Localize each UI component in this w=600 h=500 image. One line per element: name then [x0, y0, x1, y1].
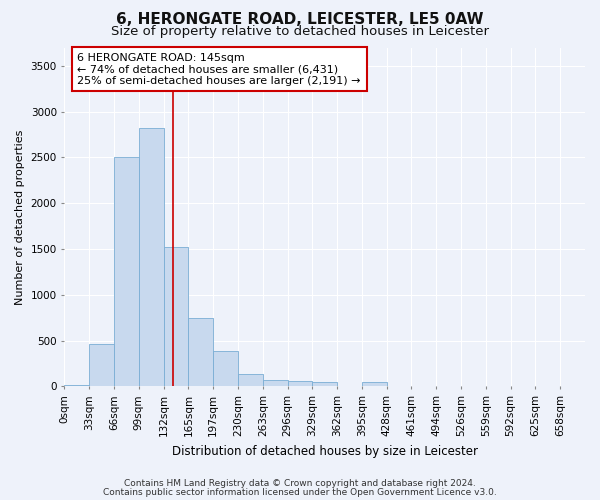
Bar — [164, 247, 188, 386]
Bar — [89, 344, 114, 387]
Text: Contains public sector information licensed under the Open Government Licence v3: Contains public sector information licen… — [103, 488, 497, 497]
Bar — [238, 374, 263, 386]
Bar — [313, 382, 337, 386]
Bar — [213, 350, 238, 386]
Text: Size of property relative to detached houses in Leicester: Size of property relative to detached ho… — [111, 25, 489, 38]
X-axis label: Distribution of detached houses by size in Leicester: Distribution of detached houses by size … — [172, 444, 478, 458]
Bar — [188, 318, 213, 386]
Text: 6, HERONGATE ROAD, LEICESTER, LE5 0AW: 6, HERONGATE ROAD, LEICESTER, LE5 0AW — [116, 12, 484, 28]
Bar — [139, 128, 164, 386]
Y-axis label: Number of detached properties: Number of detached properties — [15, 130, 25, 304]
Text: 6 HERONGATE ROAD: 145sqm
← 74% of detached houses are smaller (6,431)
25% of sem: 6 HERONGATE ROAD: 145sqm ← 74% of detach… — [77, 52, 361, 86]
Bar — [114, 158, 139, 386]
Text: Contains HM Land Registry data © Crown copyright and database right 2024.: Contains HM Land Registry data © Crown c… — [124, 479, 476, 488]
Bar — [287, 382, 313, 386]
Bar — [263, 380, 287, 386]
Bar — [64, 385, 89, 386]
Bar — [362, 382, 386, 386]
